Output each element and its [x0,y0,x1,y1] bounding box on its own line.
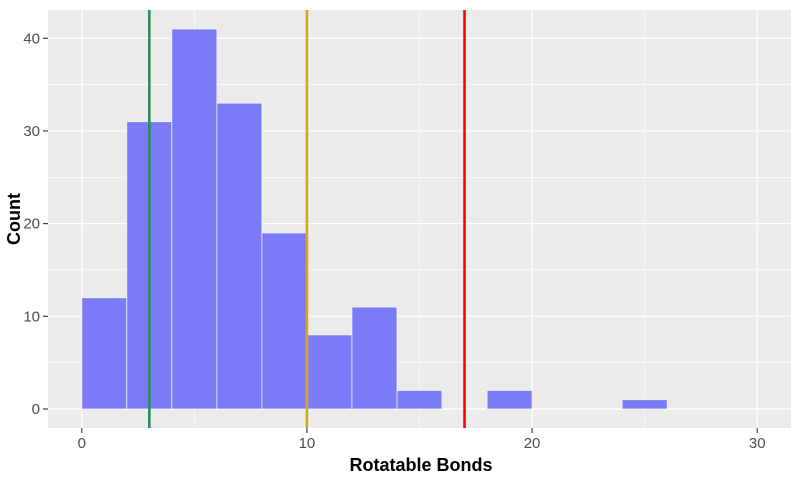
x-tick-label: 20 [524,435,541,452]
reference-lines [148,10,466,428]
x-tick-label: 10 [299,435,316,452]
x-tick-label: 0 [78,435,86,452]
y-tick-label: 10 [23,308,40,325]
histogram-bar [306,334,353,410]
histogram-bar [216,102,263,410]
y-tick-label: 30 [23,123,40,140]
histogram-bar [351,306,398,410]
histogram-bar [621,399,668,410]
histogram-bar [396,390,443,410]
y-tick-label: 20 [23,216,40,233]
histogram-bar [261,232,308,410]
y-tick-label: 40 [23,30,40,47]
histogram-bar [171,28,218,410]
histogram-bar [486,390,533,410]
y-axis-ticks: 0 10 20 30 40 [23,30,48,418]
histogram-bar [81,297,128,410]
x-axis-title: Rotatable Bonds [349,455,492,475]
x-tick-label: 30 [749,435,766,452]
y-tick-label: 0 [32,401,40,418]
y-axis-title: Count [4,193,24,245]
x-axis-ticks: 0 10 20 30 [78,428,766,452]
